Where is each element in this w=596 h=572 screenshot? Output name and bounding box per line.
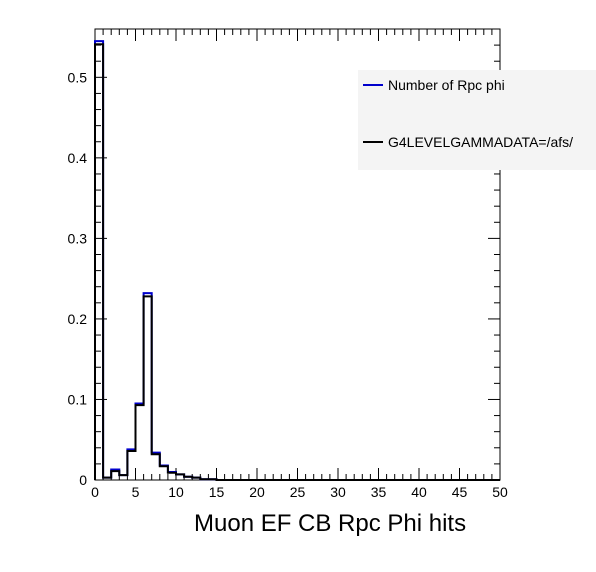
histogram-line-series-2 xyxy=(94,43,500,481)
tick-labels: 0 5 10 15 20 25 30 35 40 45 50 0 0.1 0.2 0.3 0.4 0.5 xyxy=(68,69,508,500)
y-tick-label: 0.4 xyxy=(68,150,88,166)
x-tick-label: 0 xyxy=(91,484,99,500)
x-axis-title: Muon EF CB Rpc Phi hits xyxy=(194,510,467,537)
legend: Number of Rpc phi G4LEVELGAMMADATA=/afs/ xyxy=(358,70,596,170)
x-tick-label: 30 xyxy=(330,484,346,500)
y-tick-label: 0.2 xyxy=(68,311,88,327)
legend-label-series-2: G4LEVELGAMMADATA=/afs/ xyxy=(388,134,574,150)
legend-line-black xyxy=(363,141,383,143)
x-tick-label: 20 xyxy=(249,484,265,500)
y-tick-label: 0.5 xyxy=(68,69,88,85)
x-tick-label: 15 xyxy=(209,484,225,500)
y-tick-label: 0.3 xyxy=(68,230,88,246)
y-tick-label: 0 xyxy=(79,472,87,488)
x-tick-label: 40 xyxy=(411,484,427,500)
histogram-series xyxy=(94,40,500,481)
x-tick-label: 10 xyxy=(168,484,184,500)
y-tick-label: 0.1 xyxy=(68,391,88,407)
x-tick-label: 25 xyxy=(290,484,306,500)
x-tick-label: 45 xyxy=(452,484,468,500)
x-tick-label: 50 xyxy=(492,484,508,500)
legend-entry-series-1: Number of Rpc phi xyxy=(363,75,505,95)
legend-label-series-1: Number of Rpc phi xyxy=(388,77,505,93)
legend-line-blue xyxy=(363,84,383,86)
x-tick-label: 5 xyxy=(132,484,140,500)
x-tick-label: 35 xyxy=(371,484,387,500)
legend-entry-series-2: G4LEVELGAMMADATA=/afs/ xyxy=(363,132,573,152)
